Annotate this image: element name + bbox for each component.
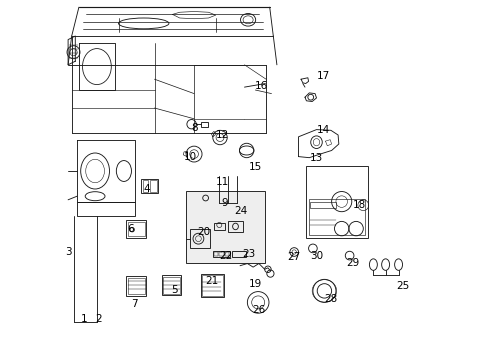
- Bar: [127, 278, 144, 294]
- Text: 20: 20: [197, 227, 210, 237]
- Bar: [213, 252, 218, 256]
- Text: 29: 29: [345, 258, 358, 268]
- Text: 3: 3: [65, 247, 72, 257]
- Text: 24: 24: [234, 206, 247, 216]
- Bar: [231, 251, 246, 257]
- Text: 16: 16: [255, 81, 268, 91]
- Bar: [163, 277, 180, 294]
- Text: 6: 6: [127, 224, 133, 234]
- Text: 9: 9: [221, 198, 227, 208]
- Text: 12: 12: [216, 130, 229, 140]
- Bar: [126, 220, 146, 238]
- Bar: [219, 252, 223, 256]
- Bar: [162, 275, 181, 295]
- Text: 26: 26: [252, 305, 265, 315]
- Bar: [309, 202, 335, 208]
- Text: 25: 25: [395, 281, 408, 291]
- Text: 7: 7: [131, 299, 138, 309]
- Text: 5: 5: [171, 285, 177, 295]
- Bar: [202, 275, 222, 296]
- Text: 11: 11: [216, 177, 229, 187]
- Bar: [213, 223, 224, 230]
- Text: 19: 19: [248, 279, 262, 289]
- Text: 21: 21: [204, 276, 218, 286]
- Text: 2: 2: [95, 314, 102, 324]
- Text: 13: 13: [309, 153, 323, 163]
- Text: 10: 10: [183, 152, 197, 162]
- Text: 15: 15: [248, 162, 262, 172]
- Text: 4: 4: [143, 184, 150, 194]
- Bar: [149, 180, 157, 192]
- Bar: [306, 166, 367, 238]
- Bar: [200, 274, 224, 297]
- Text: 23: 23: [242, 249, 255, 259]
- Text: 30: 30: [309, 251, 323, 261]
- Bar: [228, 221, 242, 232]
- Bar: [186, 191, 265, 263]
- Bar: [126, 276, 146, 296]
- Bar: [213, 251, 230, 257]
- Text: 22: 22: [219, 251, 232, 261]
- Text: 14: 14: [316, 125, 330, 135]
- Text: 1: 1: [81, 314, 87, 324]
- Bar: [77, 202, 134, 216]
- Text: 17: 17: [316, 71, 330, 81]
- Text: 8: 8: [190, 123, 197, 133]
- Bar: [189, 229, 209, 248]
- Bar: [308, 199, 365, 235]
- Bar: [142, 180, 148, 192]
- Text: 28: 28: [324, 294, 337, 304]
- Bar: [201, 122, 207, 127]
- Bar: [141, 179, 158, 193]
- Text: 27: 27: [287, 252, 300, 262]
- Text: 18: 18: [352, 200, 366, 210]
- Bar: [127, 222, 144, 236]
- Bar: [224, 252, 228, 256]
